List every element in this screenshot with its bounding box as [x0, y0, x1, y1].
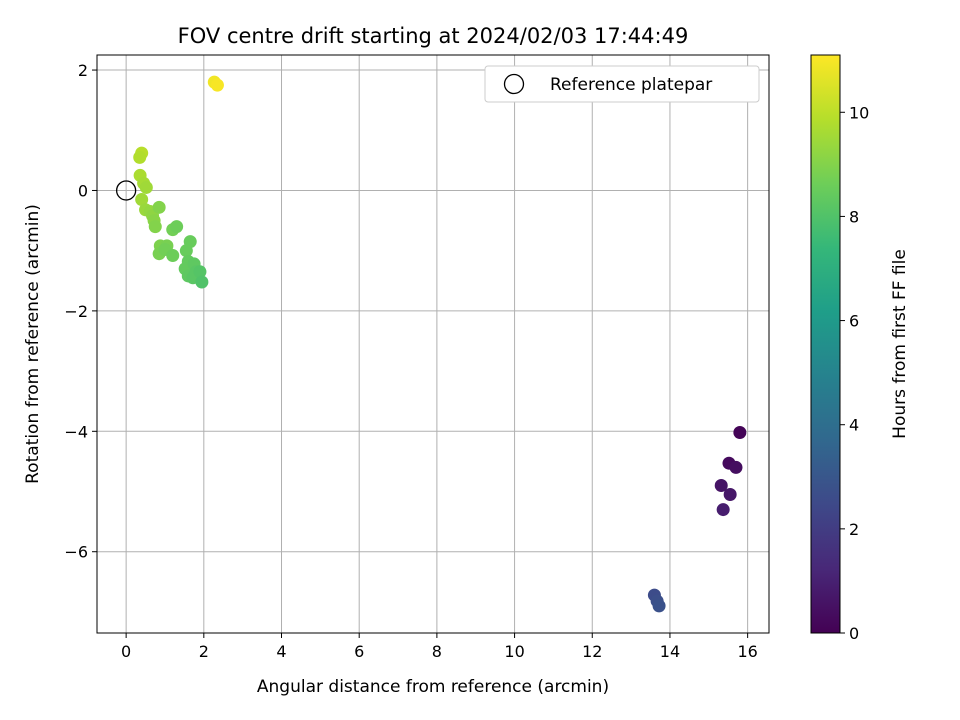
data-point: [652, 599, 666, 613]
y-tick-label: −2: [64, 302, 88, 321]
legend-box: [484, 65, 760, 103]
data-point: [193, 265, 207, 279]
x-axis-title: Angular distance from reference (arcmin): [257, 677, 609, 697]
data-point: [723, 488, 737, 502]
data-point: [166, 248, 180, 262]
data-point: [195, 275, 209, 289]
data-point: [148, 220, 162, 234]
plot-area: [96, 54, 770, 634]
data-point: [135, 193, 149, 206]
plot-frame: [96, 54, 770, 634]
x-gridlines: [125, 55, 749, 633]
x-tick-label: 8: [432, 642, 442, 661]
y-tick-label: 0: [78, 181, 88, 200]
reference-platepar-marker: [115, 180, 137, 201]
data-point: [183, 235, 197, 249]
data-point: [139, 180, 153, 194]
x-tick-label: 14: [660, 642, 680, 661]
scatter-points: [133, 75, 747, 613]
x-tick-label: 12: [582, 642, 602, 661]
y-tick-label: 2: [78, 61, 88, 80]
colorbar-gradient: [811, 55, 840, 633]
colorbar-tick-label: 10: [849, 103, 869, 122]
colorbar-ticks: 0 2 4 6 8 10: [840, 103, 869, 643]
colorbar-frame: [810, 54, 841, 634]
x-tick-label: 2: [199, 642, 209, 661]
colorbar-tick-label: 8: [849, 207, 859, 226]
x-tick-label: 0: [121, 642, 131, 661]
colorbar-tick-label: 6: [849, 312, 859, 331]
x-tick-label: 4: [276, 642, 286, 661]
data-point: [133, 150, 147, 164]
x-tick-label: 16: [737, 642, 757, 661]
x-tick-label: 6: [354, 642, 364, 661]
data-point: [716, 503, 730, 517]
y-tick-label: −4: [64, 422, 88, 441]
chart-title: FOV centre drift starting at 2024/02/03 …: [178, 24, 689, 48]
colorbar-title: Hours from first FF file: [890, 249, 910, 439]
y-tick-label: −6: [64, 543, 88, 562]
x-axis-ticks: 0 2 4 6 8 10 12 14 16: [121, 633, 758, 661]
legend-marker-reference: [503, 73, 525, 95]
data-point: [714, 478, 728, 492]
colorbar-tick-label: 0: [849, 624, 859, 643]
legend: Reference platepar: [484, 65, 760, 103]
reference-layer: [115, 180, 137, 201]
x-tick-label: 10: [504, 642, 524, 661]
colorbar-tick-label: 2: [849, 520, 859, 539]
plot-background: [97, 55, 769, 633]
y-axis-title: Rotation from reference (arcmin): [23, 204, 43, 484]
colorbar-tick-label: 4: [849, 416, 859, 435]
legend-label-reference: Reference platepar: [550, 75, 712, 95]
y-axis-ticks: −6 −4 −2 0 2: [64, 61, 97, 562]
data-point: [210, 78, 224, 92]
data-point: [152, 200, 166, 214]
data-point: [729, 460, 743, 474]
data-point: [170, 220, 184, 234]
colorbar: 0 2 4 6 8 10 Hours from first FF file: [810, 54, 910, 643]
data-point: [733, 426, 747, 440]
